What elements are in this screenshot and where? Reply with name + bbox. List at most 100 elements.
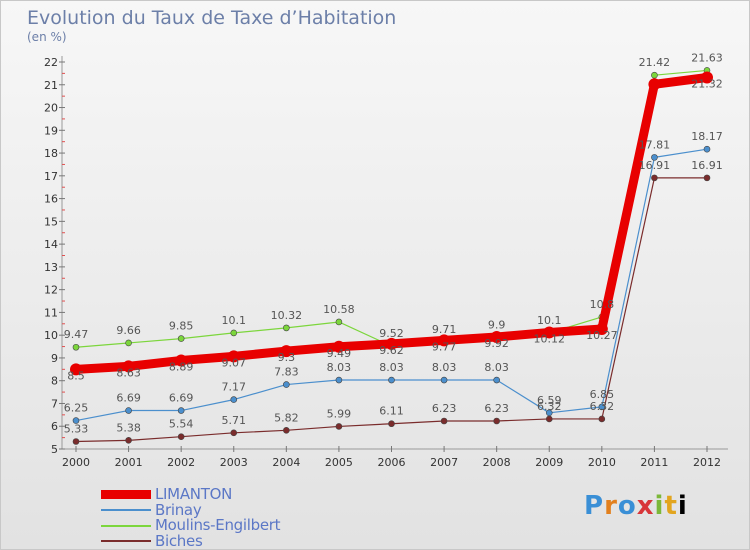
y-tick-label: 14 [44, 238, 58, 251]
data-point [598, 415, 606, 423]
data-label: 10.12 [534, 332, 566, 345]
data-label: 6.23 [484, 402, 509, 415]
x-tick-label: 2008 [483, 456, 511, 469]
data-point [493, 417, 500, 425]
data-label: 9.71 [432, 323, 457, 336]
data-point [703, 145, 711, 153]
logo-letter: r [604, 491, 618, 521]
data-label: 9.47 [64, 328, 89, 341]
data-label: 9.85 [169, 320, 194, 333]
chart-unit: (en %) [27, 30, 67, 44]
data-label: 8.5 [67, 369, 85, 382]
data-point [283, 324, 290, 332]
data-point [70, 363, 82, 376]
data-point [335, 318, 343, 326]
data-point [493, 376, 500, 384]
data-label: 6.23 [432, 402, 457, 415]
y-tick-label: 19 [44, 124, 58, 137]
chart-title: Evolution du Taux de Taxe d’Habitation [27, 7, 397, 29]
data-point [651, 154, 658, 161]
data-label: 6.32 [537, 400, 562, 413]
data-point [545, 415, 553, 423]
legend-swatch [101, 524, 151, 527]
x-tick-label: 2001 [115, 456, 143, 469]
y-tick-label: 10 [44, 329, 58, 342]
data-point [490, 330, 503, 343]
data-point [125, 339, 132, 347]
data-label: 6.25 [64, 402, 89, 415]
x-tick-label: 2005 [325, 456, 353, 469]
data-label: 8.63 [116, 366, 141, 379]
x-tick-label: 2000 [62, 456, 90, 469]
data-point [122, 360, 135, 373]
y-tick-label: 21 [44, 79, 58, 92]
data-label: 10.58 [323, 303, 355, 316]
data-label: 5.54 [169, 418, 194, 431]
data-point [440, 417, 448, 425]
x-tick-label: 2012 [693, 456, 721, 469]
data-label: 8.03 [379, 361, 404, 374]
data-label: 9.9 [488, 318, 506, 331]
logo-letter: P [584, 491, 605, 521]
data-label: 9.92 [484, 337, 509, 350]
data-point [72, 343, 80, 351]
data-label: 9.77 [432, 340, 457, 353]
data-label: 10.27 [586, 329, 618, 342]
data-point [177, 433, 185, 441]
data-label: 7.17 [222, 381, 247, 394]
data-label: 17.81 [639, 138, 671, 151]
data-point [177, 407, 185, 414]
x-tick-label: 2011 [640, 456, 668, 469]
x-tick-label: 2003 [220, 456, 248, 469]
data-label: 10.8 [590, 298, 615, 311]
data-point [230, 329, 238, 337]
x-tick-label: 2007 [430, 456, 458, 469]
y-tick-label: 7 [51, 397, 58, 410]
proxiti-logo: Proxiti [584, 491, 688, 521]
data-label: 6.85 [590, 388, 615, 401]
legend-swatch [101, 509, 151, 512]
data-label: 16.91 [639, 159, 671, 172]
data-point [598, 403, 606, 411]
data-label: 21.63 [691, 51, 723, 64]
logo-letter: i [654, 491, 665, 521]
legend-label: LIMANTON [155, 485, 232, 504]
y-tick-label: 12 [44, 284, 58, 297]
data-point [177, 335, 185, 342]
data-label: 6.59 [537, 394, 562, 407]
data-label: 5.38 [116, 421, 141, 434]
data-label: 10.1 [537, 314, 562, 327]
data-label: 5.71 [222, 414, 247, 427]
data-point [230, 429, 238, 437]
y-tick-label: 18 [44, 147, 58, 160]
x-tick-label: 2004 [272, 456, 300, 469]
x-tick-label: 2006 [378, 456, 406, 469]
data-point [440, 376, 448, 384]
data-point [125, 437, 132, 444]
data-label: 21.32 [691, 77, 723, 90]
y-tick-label: 6 [51, 420, 58, 433]
y-tick-label: 17 [44, 170, 58, 183]
y-tick-label: 9 [51, 352, 58, 365]
data-point [651, 174, 658, 182]
legend-item-moulins-engilbert: Moulins-Engilbert [101, 518, 281, 534]
data-label: 5.33 [64, 422, 89, 435]
legend-item-biches: Biches [101, 531, 280, 550]
y-tick-label: 11 [44, 306, 58, 319]
legend-item-brinay: Brinay [101, 502, 280, 519]
data-label: 8.03 [432, 361, 457, 374]
data-point [701, 71, 713, 84]
data-label: 6.69 [169, 392, 194, 405]
data-point [595, 323, 608, 336]
data-point [283, 427, 290, 434]
data-label: 9.3 [278, 351, 296, 364]
data-point [388, 420, 395, 428]
legend-swatch [101, 490, 151, 500]
data-label: 8.89 [169, 360, 194, 373]
legend-label: Biches [155, 531, 203, 550]
logo-letter: t [664, 491, 678, 521]
data-label: 9.49 [327, 347, 352, 360]
data-point [332, 340, 345, 353]
